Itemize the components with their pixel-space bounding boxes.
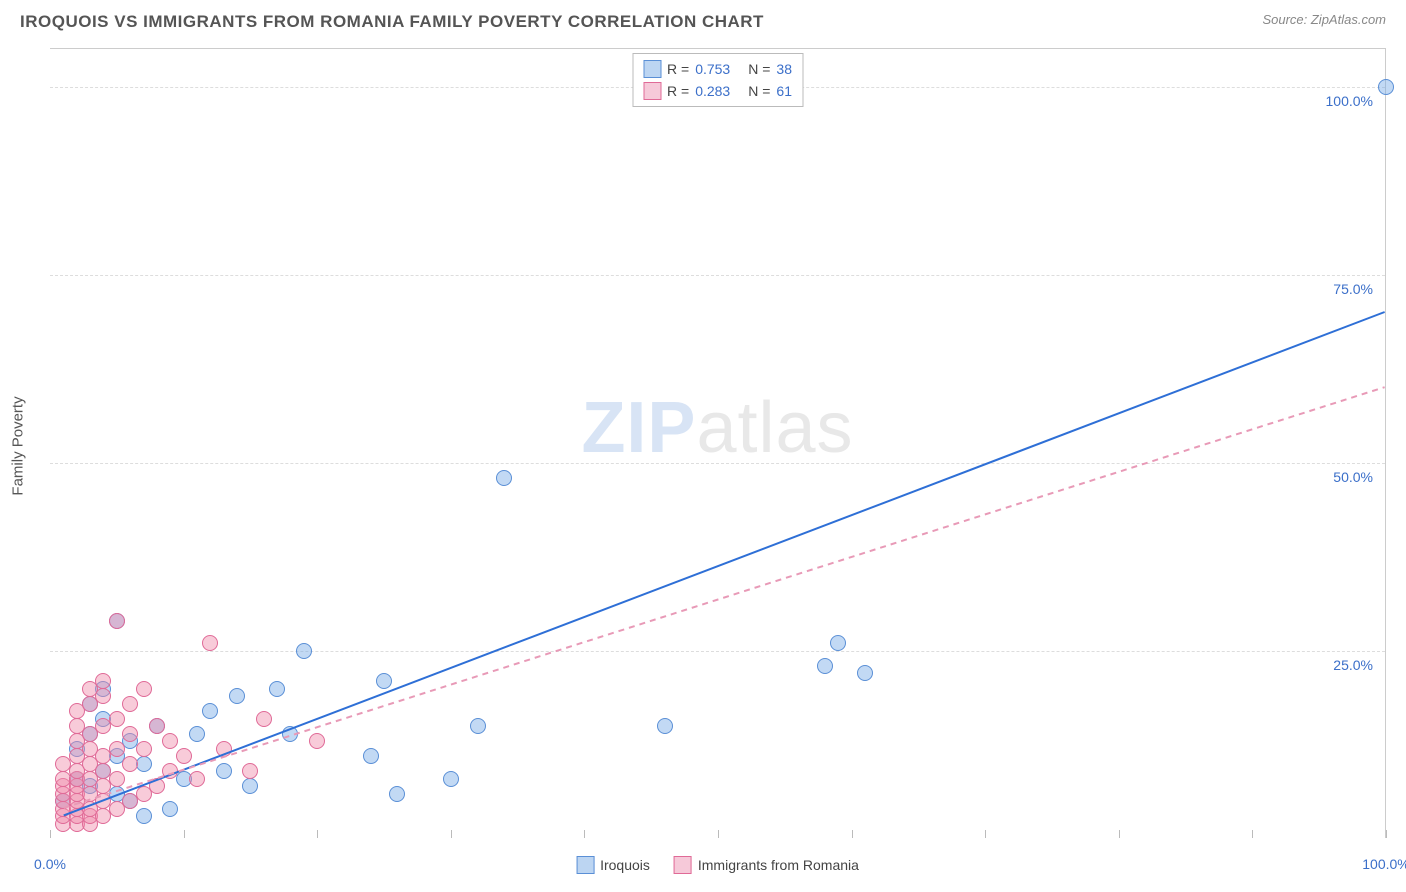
x-tick [584,830,585,838]
data-point [136,741,152,757]
legend-label: Immigrants from Romania [698,857,859,873]
data-point [136,808,152,824]
y-axis-title: Family Poverty [10,396,27,495]
data-point [109,741,125,757]
data-point [1378,79,1394,95]
data-point [149,718,165,734]
data-point [95,688,111,704]
x-tick [1252,830,1253,838]
x-tick [718,830,719,838]
y-tick-label: 50.0% [1331,469,1375,485]
data-point [242,763,258,779]
data-point [657,718,673,734]
data-point [202,635,218,651]
data-point [296,643,312,659]
x-tick [184,830,185,838]
data-point [817,658,833,674]
legend-swatch [674,856,692,874]
x-tick [985,830,986,838]
data-point [162,763,178,779]
y-tick-label: 100.0% [1324,93,1375,109]
data-point [122,756,138,772]
data-point [109,613,125,629]
data-point [363,748,379,764]
x-tick [50,830,51,838]
data-point [282,726,298,742]
data-point [376,673,392,689]
legend-row: R = 0.753N = 38 [643,58,792,80]
data-point [216,741,232,757]
chart-title: IROQUOIS VS IMMIGRANTS FROM ROMANIA FAMI… [20,12,764,32]
y-tick-label: 75.0% [1331,281,1375,297]
data-point [95,673,111,689]
correlation-legend: R = 0.753N = 38R = 0.283N = 61 [632,53,803,107]
data-point [216,763,232,779]
data-point [256,711,272,727]
data-point [202,703,218,719]
data-point [857,665,873,681]
data-point [162,733,178,749]
data-point [149,778,165,794]
x-tick [1119,830,1120,838]
chart-area: ZIPatlas 25.0%50.0%75.0%100.0%0.0%100.0%… [50,48,1386,838]
data-point [389,786,405,802]
legend-row: R = 0.283N = 61 [643,80,792,102]
x-tick [451,830,452,838]
data-point [109,771,125,787]
x-tick-label: 0.0% [34,856,66,872]
data-point [830,635,846,651]
gridline [50,275,1385,276]
legend-swatch [576,856,594,874]
data-point [269,681,285,697]
legend-label: Iroquois [600,857,650,873]
gridline [50,651,1385,652]
data-point [229,688,245,704]
data-point [470,718,486,734]
data-point [443,771,459,787]
legend-swatch [643,60,661,78]
series-legend: Iroquois Immigrants from Romania [576,856,859,874]
gridline [50,463,1385,464]
data-point [162,801,178,817]
data-point [242,778,258,794]
x-tick [1386,830,1387,838]
data-point [176,748,192,764]
x-tick-label: 100.0% [1362,856,1406,872]
x-tick [317,830,318,838]
data-point [122,726,138,742]
y-tick-label: 25.0% [1331,657,1375,673]
data-point [309,733,325,749]
data-point [109,711,125,727]
data-point [496,470,512,486]
legend-item: Immigrants from Romania [674,856,859,874]
legend-item: Iroquois [576,856,650,874]
x-tick [852,830,853,838]
data-point [136,681,152,697]
data-point [189,726,205,742]
plot-region: 25.0%50.0%75.0%100.0%0.0%100.0% [50,49,1385,838]
legend-swatch [643,82,661,100]
source-attribution: Source: ZipAtlas.com [1262,12,1386,27]
data-point [122,696,138,712]
data-point [189,771,205,787]
